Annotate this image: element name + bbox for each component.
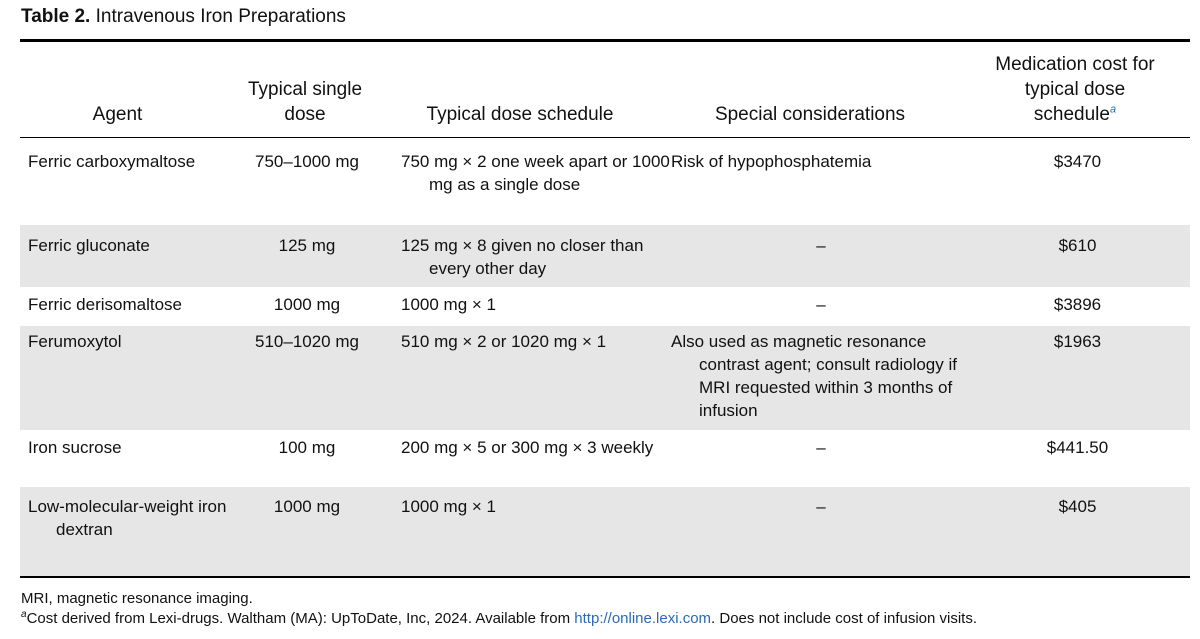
footnote-source-text: Cost derived from Lexi-drugs. Waltham (M… <box>26 610 575 627</box>
header-cost-line3: schedulea <box>1033 103 1117 125</box>
header-dose-schedule: Typical dose schedule <box>426 104 614 125</box>
dose-cell: 510–1020 mg <box>255 332 359 351</box>
header-single-dose-line2: dose <box>284 104 326 125</box>
header-special-considerations: Special considerations <box>714 104 906 125</box>
special-cell: – <box>816 497 826 516</box>
table-caption: Intravenous Iron Preparations <box>95 6 346 27</box>
table-row: Ferric derisomaltose 1000 mg 1000 mg × 1… <box>20 287 1190 326</box>
cost-cell: $441.50 <box>1046 438 1109 457</box>
footnote-marker: a <box>1109 103 1117 116</box>
cost-cell: $405 <box>1058 497 1097 516</box>
special-cell: – <box>816 295 826 314</box>
lexi-link[interactable]: http://online.lexi.com <box>574 610 712 627</box>
schedule-cell: 750 mg × 2 one week apart or 1000 mg as … <box>401 152 670 194</box>
table-title: Table 2. Intravenous Iron Preparations <box>21 6 346 28</box>
schedule-cell: 510 mg × 2 or 1020 mg × 1 <box>401 332 607 351</box>
table-label: Table 2. <box>21 6 91 27</box>
bottom-rule <box>20 576 1190 578</box>
header-cost-line1: Medication cost for <box>995 54 1155 75</box>
top-rule <box>20 39 1190 42</box>
header-single-dose: Typical single dose <box>225 77 385 127</box>
table-row: Ferric carboxymaltose 750–1000 mg 750 mg… <box>20 138 1190 225</box>
schedule-cell: 1000 mg × 1 <box>401 295 496 314</box>
footnote-source-tail: . Does not include cost of infusion visi… <box>711 610 978 627</box>
agent-cell: Ferric derisomaltose <box>28 295 182 314</box>
cost-cell: $3470 <box>1053 152 1102 171</box>
dose-cell: 125 mg <box>278 236 336 255</box>
header-agent: Agent <box>92 104 143 125</box>
dose-cell: 1000 mg <box>273 295 341 314</box>
special-cell: Risk of hypophosphatemia <box>671 152 872 171</box>
dose-cell: 100 mg <box>278 438 336 457</box>
special-cell: – <box>816 438 826 457</box>
table-row: Iron sucrose 100 mg 200 mg × 5 or 300 mg… <box>20 430 1190 487</box>
table-row: Ferric gluconate 125 mg 125 mg × 8 given… <box>20 225 1190 287</box>
footnote-abbreviation: MRI, magnetic resonance imaging. <box>21 590 253 607</box>
schedule-cell: 125 mg × 8 given no closer than every ot… <box>401 236 644 278</box>
agent-cell: Iron sucrose <box>28 438 122 457</box>
footnote-source: aCost derived from Lexi-drugs. Waltham (… <box>21 609 977 628</box>
header-cost-line2: typical dose <box>1024 79 1126 100</box>
cost-cell: $610 <box>1058 236 1097 255</box>
table-row: Ferumoxytol 510–1020 mg 510 mg × 2 or 10… <box>20 326 1190 430</box>
dose-cell: 1000 mg <box>273 497 341 516</box>
agent-cell: Ferric gluconate <box>28 236 150 255</box>
footnote-source-marker: a <box>21 609 27 620</box>
special-cell: Also used as magnetic resonance contrast… <box>671 332 957 420</box>
cost-cell: $1963 <box>1053 332 1102 351</box>
schedule-cell: 200 mg × 5 or 300 mg × 3 weekly <box>401 438 654 457</box>
schedule-cell: 1000 mg × 1 <box>401 497 496 516</box>
agent-cell: Ferumoxytol <box>28 332 122 351</box>
agent-cell: Ferric carboxymaltose <box>28 152 196 171</box>
dose-cell: 750–1000 mg <box>255 152 359 171</box>
cost-cell: $3896 <box>1053 295 1102 314</box>
header-rule <box>20 137 1190 138</box>
table-row: Low-molecular-weight iron dextran 1000 m… <box>20 487 1190 576</box>
header-single-dose-line1: Typical single <box>247 79 363 100</box>
header-medication-cost: Medication cost for typical dose schedul… <box>975 52 1175 127</box>
special-cell: – <box>816 236 826 255</box>
agent-cell: Low-molecular-weight iron dextran <box>28 497 227 539</box>
